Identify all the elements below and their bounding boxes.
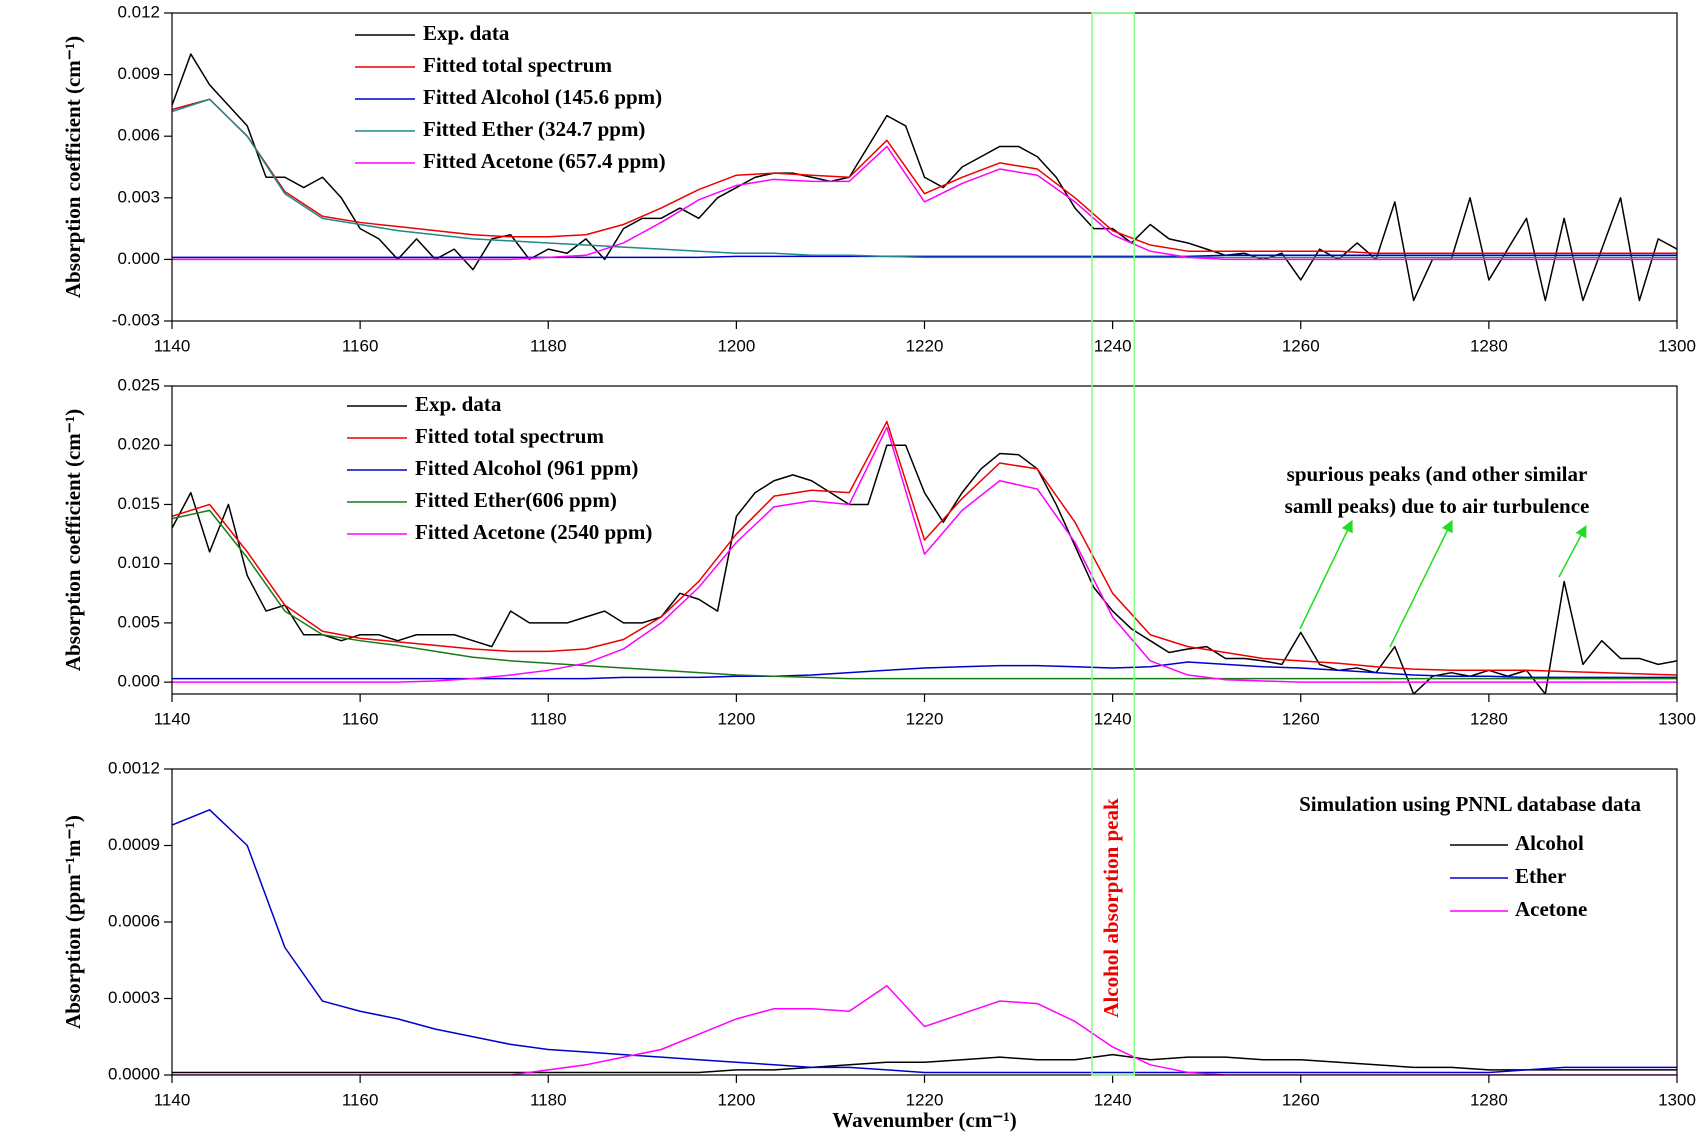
legend-label: Fitted Alcohol (145.6 ppm) [423, 85, 662, 109]
x-tick-label: 1240 [1094, 1090, 1132, 1109]
x-tick-label: 1300 [1658, 1090, 1696, 1109]
x-tick-label: 1280 [1470, 1090, 1508, 1109]
series-line [172, 98, 1677, 259]
y-tick-label: 0.025 [117, 375, 160, 394]
plot-frame [171, 12, 1678, 322]
series-line [172, 145, 1677, 261]
y-tick-label: 0.000 [117, 672, 160, 691]
series-line [172, 53, 1677, 302]
x-tick-label: 1160 [342, 336, 379, 355]
plot-frame [171, 768, 1678, 1076]
y-tick-label: 0.005 [117, 612, 160, 631]
legend-title: Simulation using PNNL database data [1299, 792, 1641, 816]
plot-area [172, 420, 1677, 694]
series-line [172, 1053, 1677, 1074]
series-line [172, 809, 1677, 1074]
y-tick-label: 0.015 [117, 494, 160, 513]
y-tick-label: 0.009 [117, 64, 160, 83]
x-tick-label: 1180 [530, 336, 567, 355]
legend-label: Fitted total spectrum [423, 53, 612, 77]
x-tick-label: 1260 [1282, 1090, 1320, 1109]
x-tick-label: 1180 [530, 1090, 567, 1109]
x-tick-label: 1220 [906, 336, 944, 355]
series-line [172, 509, 1677, 680]
x-tick-label: 1280 [1470, 709, 1508, 728]
series-line [172, 254, 1677, 259]
x-tick-label: 1300 [1658, 336, 1696, 355]
y-axis-label: Absorption coefficient (cm⁻¹) [61, 36, 85, 298]
y-tick-label: 0.010 [117, 553, 160, 572]
x-tick-label: 1160 [342, 709, 379, 728]
y-tick-label: 0.0012 [108, 758, 160, 777]
x-tick-label: 1200 [717, 336, 755, 355]
x-tick-label: 1140 [154, 336, 191, 355]
x-tick-label: 1260 [1282, 336, 1320, 355]
legend-label: Ether [1515, 864, 1566, 888]
legend-label: Fitted Alcohol (961 ppm) [415, 456, 638, 480]
y-tick-label: 0.006 [117, 126, 160, 145]
series-line [172, 985, 1677, 1075]
annotation-arrow [1389, 519, 1453, 648]
legend-label: Fitted Ether(606 ppm) [415, 488, 617, 512]
x-tick-label: 1180 [530, 709, 567, 728]
y-tick-label: 0.000 [117, 249, 160, 268]
x-tick-label: 1200 [717, 709, 755, 728]
x-tick-label: 1200 [717, 1090, 755, 1109]
plot-frame [171, 385, 1678, 695]
y-tick-label: 0.0003 [108, 988, 160, 1007]
series-line [172, 420, 1677, 676]
y-tick-label: 0.012 [117, 2, 160, 21]
legend-label: Exp. data [415, 392, 502, 416]
x-tick-label: 1240 [1094, 336, 1132, 355]
annotation-arrow [1299, 519, 1353, 630]
y-axis-label: Absorption coefficient (cm⁻¹) [61, 409, 85, 671]
x-tick-label: 1260 [1282, 709, 1320, 728]
legend-label: Fitted total spectrum [415, 424, 604, 448]
annotation: Alcohol absorption peak [1099, 798, 1123, 1018]
series-line [172, 661, 1677, 680]
series-line [172, 98, 1677, 254]
y-axis-label: Absorption (ppm⁻¹m⁻¹) [61, 815, 85, 1029]
x-tick-label: 1300 [1658, 709, 1696, 728]
legend-label: Fitted Ether (324.7 ppm) [423, 117, 645, 141]
legend-label: Acetone [1515, 897, 1587, 921]
x-axis-label: Wavenumber (cm⁻¹) [832, 1108, 1016, 1132]
plot-area [172, 53, 1677, 302]
series-line [172, 426, 1677, 683]
annotation-arrow [1558, 524, 1587, 578]
x-tick-label: 1140 [154, 1090, 191, 1109]
y-tick-label: 0.0000 [108, 1064, 160, 1083]
annotation: samll peaks) due to air turbulence [1285, 494, 1590, 518]
x-tick-label: 1220 [906, 709, 944, 728]
plot-area [172, 809, 1677, 1075]
x-tick-label: 1280 [1470, 336, 1508, 355]
y-tick-label: 0.0009 [108, 835, 160, 854]
x-tick-label: 1160 [342, 1090, 379, 1109]
y-tick-label: 0.0006 [108, 911, 160, 930]
x-tick-label: 1140 [154, 709, 191, 728]
legend-label: Fitted Acetone (657.4 ppm) [423, 149, 666, 173]
x-tick-label: 1240 [1094, 709, 1132, 728]
legend-label: Exp. data [423, 21, 510, 45]
annotation: spurious peaks (and other similar [1287, 462, 1588, 486]
y-tick-label: 0.020 [117, 435, 160, 454]
legend-label: Fitted Acetone (2540 ppm) [415, 520, 652, 544]
legend-label: Alcohol [1515, 831, 1584, 855]
y-tick-label: 0.003 [117, 187, 160, 206]
x-tick-label: 1220 [906, 1090, 944, 1109]
y-tick-label: -0.003 [112, 310, 160, 329]
highlight-box [1091, 12, 1136, 1076]
